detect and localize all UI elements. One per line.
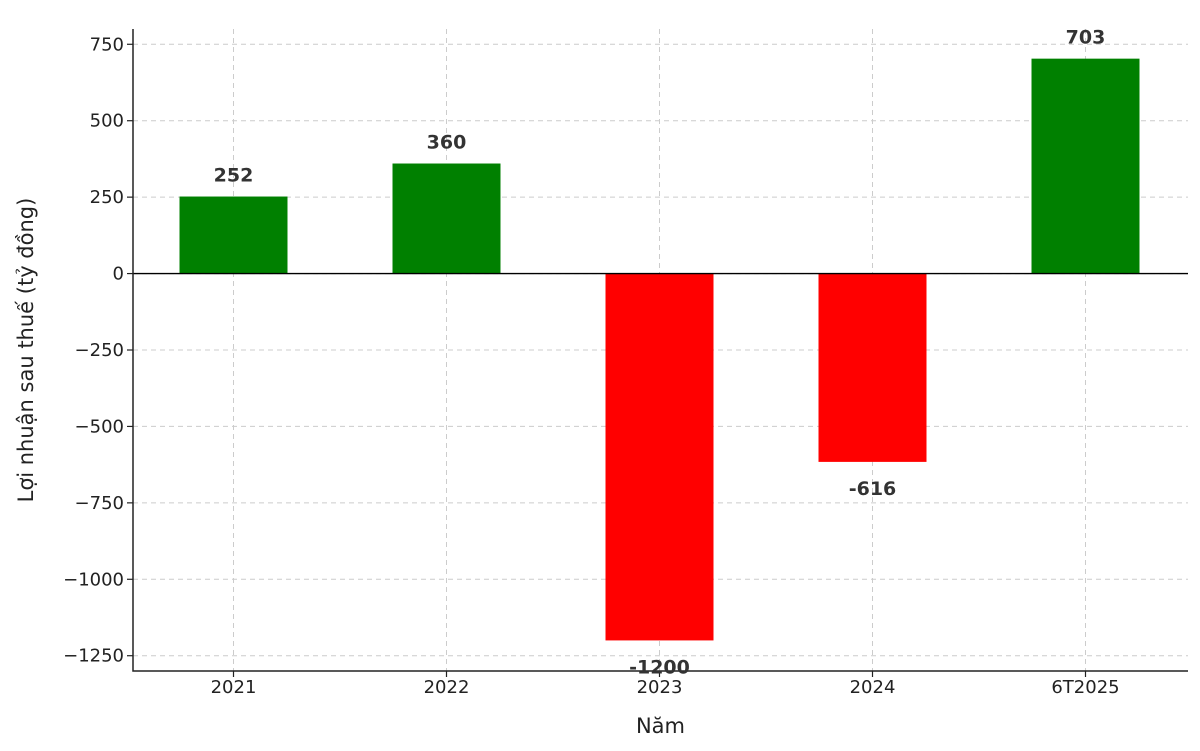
bar-value-label: 360 (427, 132, 467, 154)
x-axis-title: Năm (636, 714, 685, 738)
bar-value-label: -1200 (629, 656, 690, 678)
axes (132, 29, 1188, 672)
x-tick-label: 2021 (211, 677, 257, 698)
bars (179, 58, 1140, 641)
y-tick-label: −750 (75, 493, 124, 514)
y-tick-label: −1000 (63, 569, 124, 590)
bar (605, 273, 714, 641)
y-tick-label: 250 (90, 187, 124, 208)
y-tick-label: −500 (75, 416, 124, 437)
y-tick-label: 0 (113, 264, 124, 285)
y-tick-label: 500 (90, 111, 124, 132)
x-tick-label: 2024 (850, 677, 896, 698)
bar (392, 163, 501, 274)
y-tick-label: −250 (75, 340, 124, 361)
axis-spines (132, 29, 1188, 672)
bar (179, 196, 288, 274)
y-tick-label: 750 (90, 34, 124, 55)
y-axis-title: Lợi nhuận sau thuế (tỷ đồng) (14, 198, 38, 503)
bar-value-label: -616 (849, 478, 897, 500)
x-ticks: 2021 2022 2023 2024 6T2025 (211, 671, 1120, 698)
bar (818, 273, 927, 462)
y-tick-label: −1250 (63, 646, 124, 667)
x-tick-label: 2023 (637, 677, 683, 698)
x-tick-label: 2022 (424, 677, 470, 698)
y-ticks: 750 500 250 0 −250 −500 −750 −1000 −1250 (63, 34, 133, 667)
data-labels: 252 360 -1200 -616 703 (214, 27, 1106, 679)
bar-value-label: 252 (214, 165, 254, 187)
x-tick-label: 6T2025 (1051, 677, 1119, 698)
bar-value-label: 703 (1066, 27, 1106, 49)
bar (1031, 58, 1140, 274)
